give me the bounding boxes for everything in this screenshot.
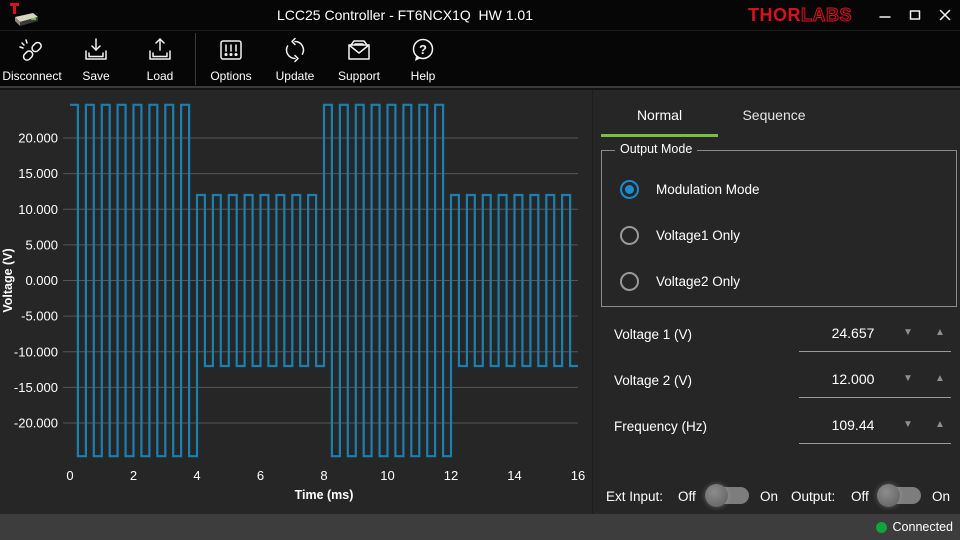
- ext-input-toggle[interactable]: [705, 484, 749, 507]
- waveform-chart: 20.000 15.000 10.000 5.000 0.000 -5.000 -10.00…: [0, 90, 592, 514]
- voltage2-row: Voltage 2 (V) 12.000 ▼ ▲: [593, 365, 960, 399]
- load-icon: [146, 36, 174, 64]
- svg-text:16: 16: [571, 468, 585, 483]
- svg-text:-5.000: -5.000: [21, 309, 58, 324]
- voltage1-value[interactable]: 24.657: [831, 325, 875, 341]
- update-icon: [281, 36, 309, 64]
- save-button[interactable]: Save: [64, 31, 128, 87]
- frequency-label: Frequency (Hz): [614, 419, 708, 434]
- toggle-knob[interactable]: [877, 484, 900, 507]
- options-icon: [217, 36, 245, 64]
- tab-bar: Normal Sequence: [593, 90, 960, 140]
- output-mode-group: Output Mode Modulation Mode Voltage1 Onl…: [601, 142, 957, 307]
- voltage2-value[interactable]: 12.000: [831, 371, 875, 387]
- connection-status-text: Connected: [892, 520, 953, 534]
- load-button[interactable]: Load: [128, 31, 192, 87]
- disconnect-icon: [18, 36, 46, 64]
- update-button[interactable]: Update: [263, 31, 327, 87]
- voltage1-spinner[interactable]: 24.657 ▼ ▲: [799, 319, 951, 352]
- main-area: 20.000 15.000 10.000 5.000 0.000 -5.000 -10.00…: [0, 88, 960, 514]
- radio-voltage1-only[interactable]: Voltage1 Only: [620, 225, 740, 245]
- svg-text:-10.000: -10.000: [14, 344, 58, 359]
- voltage2-down-arrow[interactable]: ▼: [903, 373, 913, 384]
- frequency-up-arrow[interactable]: ▲: [935, 419, 945, 430]
- svg-text:20.000: 20.000: [18, 131, 58, 146]
- svg-text:10: 10: [380, 468, 394, 483]
- svg-text:6: 6: [257, 468, 264, 483]
- toggle-knob[interactable]: [705, 484, 728, 507]
- svg-text:0: 0: [66, 468, 73, 483]
- save-icon: [82, 36, 110, 64]
- maximize-button[interactable]: [900, 0, 930, 30]
- svg-text:12: 12: [444, 468, 458, 483]
- connection-status-icon: [875, 521, 887, 533]
- svg-text:?: ?: [419, 42, 427, 57]
- title-bar: LCC25 Controller - FT6NCX1Q HW 1.01 THOR…: [0, 0, 960, 30]
- ext-input-off-label: Off: [678, 489, 696, 504]
- toolbar: Disconnect Save Load: [0, 30, 960, 88]
- support-icon: [345, 36, 373, 64]
- disconnect-button[interactable]: Disconnect: [0, 31, 64, 87]
- status-bar: Connected: [0, 514, 960, 540]
- window-title: LCC25 Controller - FT6NCX1Q HW 1.01: [277, 7, 533, 23]
- svg-text:Voltage (V): Voltage (V): [1, 248, 15, 312]
- settings-panel: Normal Sequence Output Mode Modulation M…: [592, 90, 960, 514]
- svg-text:4: 4: [193, 468, 200, 483]
- help-button[interactable]: ? Help: [391, 31, 455, 87]
- svg-text:2: 2: [130, 468, 137, 483]
- close-button[interactable]: [930, 0, 960, 30]
- voltage2-label: Voltage 2 (V): [614, 373, 693, 388]
- frequency-down-arrow[interactable]: ▼: [903, 419, 913, 430]
- ext-input-label: Ext Input:: [606, 489, 664, 504]
- voltage2-up-arrow[interactable]: ▲: [935, 373, 945, 384]
- svg-text:8: 8: [320, 468, 327, 483]
- svg-text:5.000: 5.000: [25, 237, 58, 252]
- support-button[interactable]: Support: [327, 31, 391, 87]
- radio-icon[interactable]: [620, 179, 639, 199]
- thorlabs-logo: THORLABS: [748, 5, 852, 26]
- voltage2-spinner[interactable]: 12.000 ▼ ▲: [799, 365, 951, 398]
- app-icon: [7, 2, 41, 29]
- svg-text:-15.000: -15.000: [14, 380, 58, 395]
- output-label: Output:: [791, 489, 836, 504]
- help-icon: ?: [409, 36, 437, 64]
- radio-modulation-mode[interactable]: Modulation Mode: [620, 179, 760, 199]
- frequency-value[interactable]: 109.44: [831, 417, 875, 433]
- output-mode-title: Output Mode: [615, 142, 698, 156]
- svg-text:Time (ms): Time (ms): [295, 488, 354, 502]
- tab-sequence[interactable]: Sequence: [742, 107, 806, 123]
- voltage1-down-arrow[interactable]: ▼: [903, 327, 913, 338]
- radio-icon[interactable]: [620, 225, 639, 245]
- toggle-row: Ext Input: Off On Output: Off On: [593, 484, 960, 514]
- voltage1-label: Voltage 1 (V): [614, 327, 693, 342]
- svg-text:0.000: 0.000: [25, 273, 58, 288]
- tab-normal[interactable]: Normal: [601, 90, 718, 137]
- voltage1-row: Voltage 1 (V) 24.657 ▼ ▲: [593, 319, 960, 353]
- radio-icon[interactable]: [620, 271, 639, 291]
- svg-text:14: 14: [507, 468, 521, 483]
- svg-text:10.000: 10.000: [18, 202, 58, 217]
- svg-text:15.000: 15.000: [18, 166, 58, 181]
- radio-voltage2-only[interactable]: Voltage2 Only: [620, 271, 740, 291]
- ext-input-on-label: On: [760, 489, 779, 504]
- toolbar-separator: [195, 33, 196, 85]
- svg-text:-20.000: -20.000: [14, 416, 58, 431]
- output-on-label: On: [932, 489, 951, 504]
- frequency-spinner[interactable]: 109.44 ▼ ▲: [799, 411, 951, 444]
- minimize-button[interactable]: [870, 0, 900, 30]
- frequency-row: Frequency (Hz) 109.44 ▼ ▲: [593, 411, 960, 445]
- voltage1-up-arrow[interactable]: ▲: [935, 327, 945, 338]
- output-toggle[interactable]: [877, 484, 921, 507]
- output-off-label: Off: [851, 489, 869, 504]
- options-button[interactable]: Options: [199, 31, 263, 87]
